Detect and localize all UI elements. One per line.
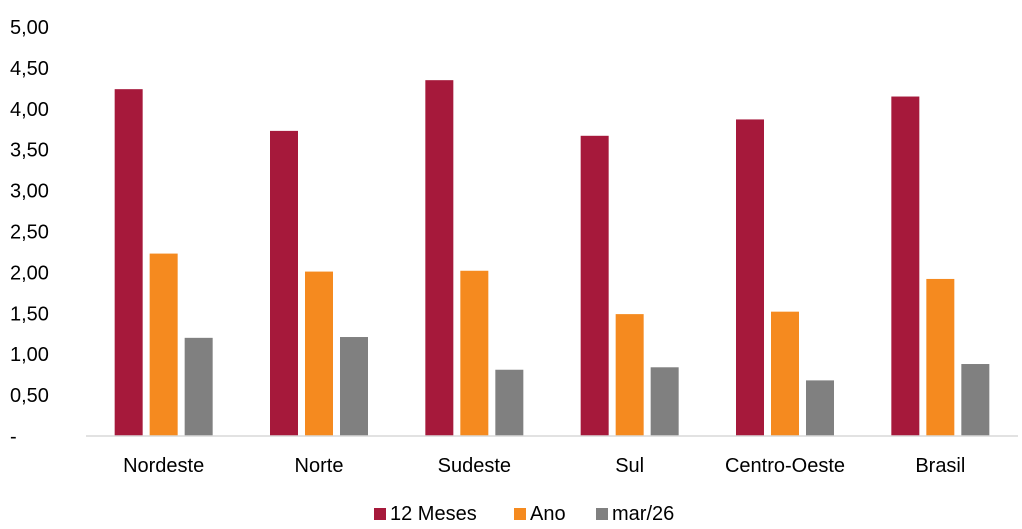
bar-ano-norte bbox=[305, 271, 333, 436]
x-tick-label: Brasil bbox=[915, 455, 965, 477]
y-tick-label: 4,00 bbox=[10, 99, 49, 121]
bar-mar-26-nordeste bbox=[184, 337, 213, 436]
bar-12-meses-norte bbox=[270, 130, 298, 437]
bar-12-meses-brasil bbox=[891, 96, 920, 436]
bars bbox=[114, 80, 990, 437]
bar-mar-26-norte bbox=[340, 337, 368, 436]
legend-label: mar/26 bbox=[612, 503, 674, 524]
bar-12-meses-centro-oeste bbox=[736, 119, 764, 437]
x-tick-label: Sul bbox=[615, 455, 644, 477]
bar-mar-26-centro-oeste bbox=[806, 380, 834, 436]
x-axis: Nordeste Norte Sudeste Sul Centro-Oeste Brasi… bbox=[123, 455, 965, 477]
x-tick-label: Nordeste bbox=[123, 455, 204, 477]
bar-mar-26-sudeste bbox=[495, 369, 524, 436]
y-tick-label: 3,00 bbox=[10, 181, 49, 203]
legend-swatch bbox=[374, 508, 386, 520]
y-tick-label: 2,00 bbox=[10, 262, 49, 284]
bar-ano-sul bbox=[615, 314, 644, 436]
bar-mar-26-sul bbox=[650, 367, 679, 436]
bar-12-meses-sudeste bbox=[425, 80, 454, 437]
bar-12-meses-sul bbox=[580, 135, 609, 436]
legend-label: 12 Meses bbox=[390, 503, 477, 524]
bar-ano-nordeste bbox=[149, 253, 178, 436]
x-tick-label: Norte bbox=[295, 455, 344, 477]
legend-swatch bbox=[596, 508, 608, 520]
x-tick-label: Sudeste bbox=[438, 455, 511, 477]
y-tick-label: 5,00 bbox=[10, 17, 49, 39]
y-tick-label: - bbox=[10, 426, 17, 448]
y-tick-label: 1,00 bbox=[10, 344, 49, 366]
bar-ano-sudeste bbox=[460, 270, 489, 436]
y-tick-label: 1,50 bbox=[10, 303, 49, 325]
legend-label: Ano bbox=[530, 503, 566, 524]
bar-ano-brasil bbox=[926, 278, 955, 436]
bar-12-meses-nordeste bbox=[114, 89, 143, 436]
y-tick-label: 0,50 bbox=[10, 385, 49, 407]
y-axis: - 0,50 1,00 1,50 2,00 2,50 3,00 3,50 4,00 4,50 5,0… bbox=[10, 17, 49, 448]
legend-swatch bbox=[514, 508, 526, 520]
y-tick-label: 2,50 bbox=[10, 222, 49, 244]
legend: 12 Meses Ano mar/26 bbox=[374, 503, 674, 525]
bar-ano-centro-oeste bbox=[771, 311, 799, 436]
y-tick-label: 4,50 bbox=[10, 58, 49, 80]
bar-mar-26-brasil bbox=[961, 364, 990, 436]
y-tick-label: 3,50 bbox=[10, 140, 49, 162]
x-tick-label: Centro-Oeste bbox=[725, 455, 845, 477]
